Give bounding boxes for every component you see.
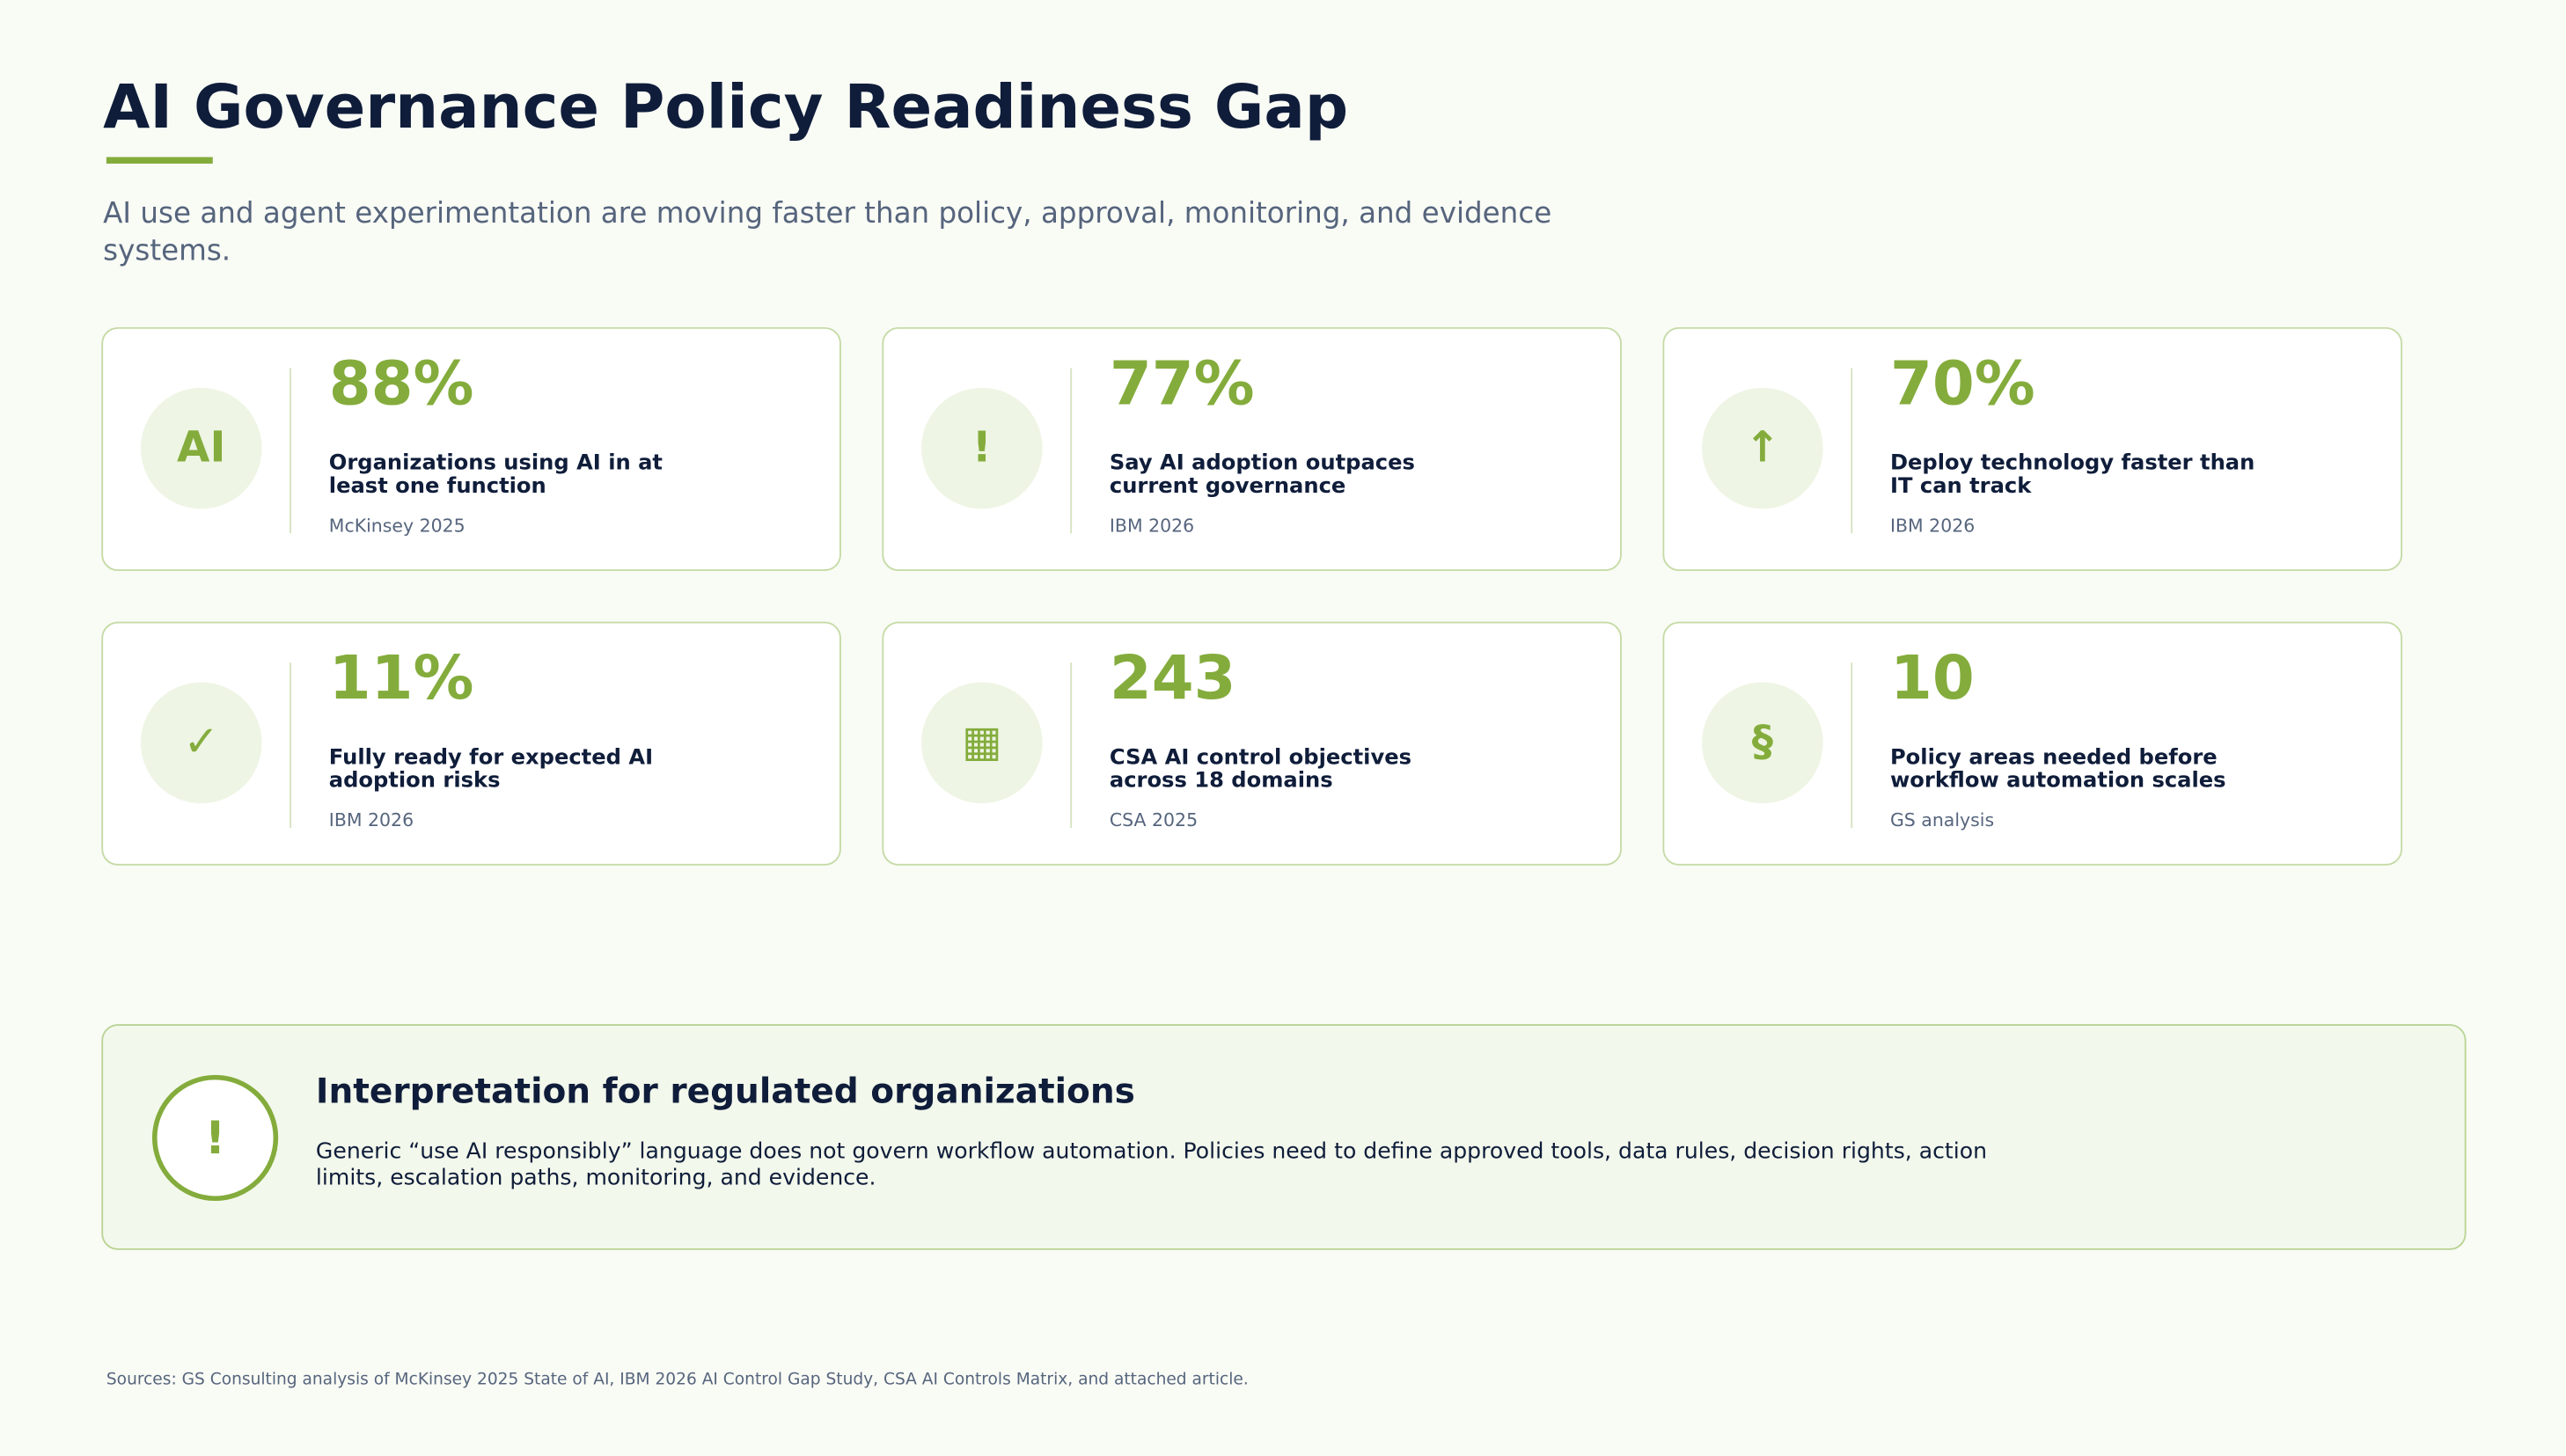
card-source: GS analysis	[1889, 809, 1995, 831]
title-underline	[106, 157, 213, 164]
title: AI Governance Policy Readiness Gap	[103, 71, 1349, 143]
card-value: 11%	[328, 642, 474, 713]
stat-card: ✓ 11% Fully ready for expected AI adoption…	[101, 621, 841, 866]
card-value: 10	[1889, 642, 1975, 713]
subtitle: AI use and agent experimentation are mov…	[103, 198, 1552, 268]
stat-card: § 10 Policy areas needed before workflow a…	[1662, 621, 2403, 866]
callout-title: Interpretation for regulated organizatio…	[315, 1072, 1135, 1111]
card-source: McKinsey 2025	[328, 515, 466, 537]
card-value: 88%	[328, 348, 474, 420]
card-icon: ✓	[140, 682, 262, 804]
card-icon: ▦	[921, 682, 1043, 804]
card-label: Fully ready for expected AI adoption ris…	[328, 746, 654, 794]
stat-card: ▦ 243 CSA AI control objectives across 18 …	[882, 621, 1622, 866]
card-source: IBM 2026	[1109, 515, 1195, 537]
card-value: 77%	[1109, 348, 1255, 420]
card-icon: !	[921, 387, 1043, 509]
card-value: 243	[1109, 642, 1236, 713]
card-source: IBM 2026	[1889, 515, 1976, 537]
card-label: Organizations using AI in at least one f…	[328, 451, 663, 500]
card-label: Say AI adoption outpaces current governa…	[1109, 451, 1415, 500]
card-label: Deploy technology faster than IT can tra…	[1889, 451, 2255, 500]
card-source: IBM 2026	[328, 809, 414, 831]
card-divider	[1851, 368, 1853, 534]
card-source: CSA 2025	[1109, 809, 1199, 831]
stat-card: ↑ 70% Deploy technology faster than IT can…	[1662, 326, 2403, 572]
card-value: 70%	[1889, 348, 2035, 420]
card-icon: §	[1702, 682, 1823, 804]
callout-text: Generic “use AI responsibly” language do…	[315, 1138, 1988, 1190]
card-divider	[1070, 662, 1073, 829]
card-icon: AI	[140, 387, 262, 509]
card-label: Policy areas needed before workflow auto…	[1889, 746, 2226, 794]
card-divider	[290, 662, 292, 829]
card-divider	[1851, 662, 1853, 829]
sources: Sources: GS Consulting analysis of McKin…	[106, 1371, 1249, 1389]
card-divider	[1070, 368, 1073, 534]
card-label: CSA AI control objectives across 18 doma…	[1109, 746, 1412, 794]
card-icon: ↑	[1702, 387, 1823, 509]
stat-card: AI 88% Organizations using AI in at least …	[101, 326, 841, 572]
callout: ! Interpretation for regulated organizat…	[101, 1024, 2467, 1250]
stat-card: ! 77% Say AI adoption outpaces current gov…	[882, 326, 1622, 572]
card-divider	[290, 368, 292, 534]
callout-icon: !	[151, 1074, 279, 1202]
